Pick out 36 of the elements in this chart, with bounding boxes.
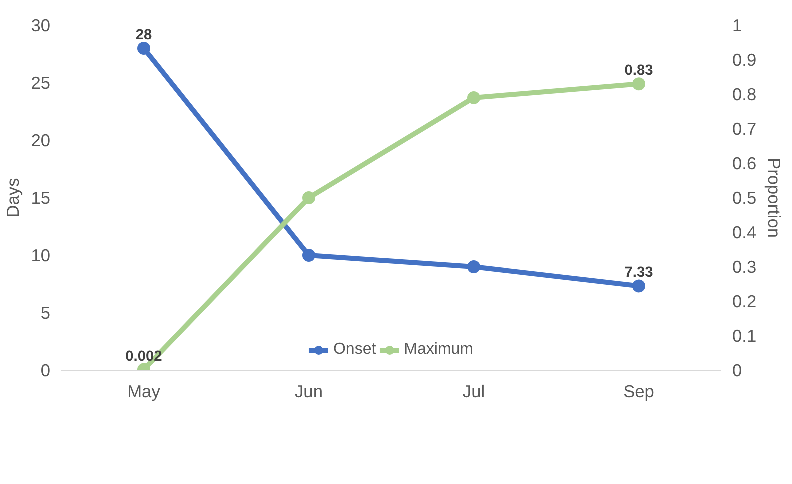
point bbox=[632, 78, 646, 91]
y-tick-label: 0 bbox=[40, 360, 51, 380]
x-tick-label: Jul bbox=[462, 382, 486, 402]
y2-tick-label: 0.1 bbox=[732, 326, 757, 346]
y-tick-label: 10 bbox=[31, 246, 51, 266]
y-tick-label: 20 bbox=[31, 130, 51, 150]
y2-tick-label: 0.9 bbox=[732, 50, 757, 70]
y-axis-title: Days bbox=[3, 178, 24, 218]
point bbox=[302, 249, 316, 262]
y2-tick-label: 0.4 bbox=[732, 222, 757, 242]
x-tick-label: Jun bbox=[295, 382, 323, 402]
y2-tick-label: 0.2 bbox=[732, 292, 757, 312]
y2-tick-label: 0.6 bbox=[732, 154, 757, 174]
y2-tick-label: 0 bbox=[732, 360, 742, 380]
legend-label: Onset bbox=[333, 341, 376, 359]
y2-tick-label: 0.8 bbox=[732, 84, 757, 104]
data-label: 0.83 bbox=[624, 63, 654, 80]
point bbox=[302, 192, 316, 204]
point bbox=[138, 42, 150, 55]
y-tick-label: 25 bbox=[31, 73, 51, 93]
x-tick-label: Sep bbox=[624, 382, 654, 402]
y-tick-label: 15 bbox=[31, 188, 51, 208]
y-tick-label: 30 bbox=[31, 16, 51, 36]
legend-label: Maximum bbox=[404, 341, 474, 359]
y2-tick-label: 1 bbox=[732, 16, 742, 36]
point bbox=[632, 280, 646, 293]
y2-tick-label: 0.3 bbox=[732, 257, 757, 277]
y2-tick-label: 0.5 bbox=[732, 188, 757, 208]
point bbox=[468, 91, 480, 104]
y-tick-label: 5 bbox=[40, 303, 51, 323]
x-tick-label: May bbox=[128, 382, 161, 402]
point bbox=[468, 260, 480, 274]
data-label: 7.33 bbox=[624, 265, 654, 282]
data-label: 28 bbox=[136, 28, 152, 44]
y2-tick-label: 0.7 bbox=[732, 119, 757, 139]
y2-axis-title: Proportion bbox=[764, 158, 785, 238]
